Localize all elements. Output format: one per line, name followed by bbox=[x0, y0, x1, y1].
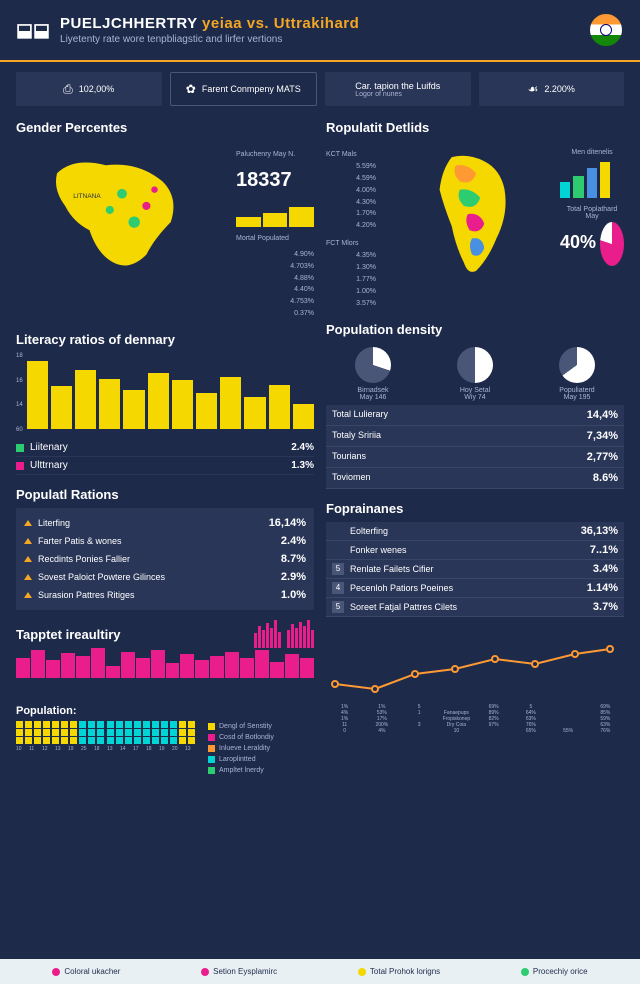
topcard: ✿Farent Conmpeny MATS bbox=[170, 72, 318, 106]
tap-bars bbox=[16, 648, 314, 678]
ratio-row: Literfing16,14% bbox=[24, 514, 306, 532]
big-number: 18337 bbox=[236, 163, 314, 197]
left-sidestats: Paluchenry May N. 18337 Mortal Populated… bbox=[236, 149, 314, 320]
literacy-barchart bbox=[27, 353, 314, 433]
bar bbox=[244, 397, 265, 429]
bar bbox=[99, 379, 120, 429]
rank-title: Foprainanes bbox=[326, 501, 624, 516]
bar bbox=[196, 393, 217, 429]
content: Gender Percentes LITNANA Paluchenry May … bbox=[0, 116, 640, 699]
bar bbox=[123, 390, 144, 430]
india-map bbox=[384, 149, 552, 279]
table-row: Total Lulierary14,4% bbox=[326, 405, 624, 426]
logo: ⬓⬓ bbox=[16, 20, 50, 41]
bar bbox=[27, 361, 48, 429]
right-col: Ropulatit Detlids KCT Mals 5.59%4.59%4.0… bbox=[326, 116, 624, 699]
ratios-title: Populatl Rations bbox=[16, 487, 314, 502]
subtitle: Liyetenty rate wore tenpbliagstic and li… bbox=[60, 34, 588, 45]
rank-row: 4Pecenloh Patiors Poeines1.14% bbox=[326, 579, 624, 598]
footer-item: Procechiy orice bbox=[521, 967, 588, 976]
footer-item: Coloral ukacher bbox=[52, 967, 120, 976]
bar bbox=[269, 385, 290, 430]
literacy-title: Literacy ratios of dennary bbox=[16, 332, 314, 347]
details-title: Ropulatit Detlids bbox=[326, 120, 624, 135]
svg-text:LITNANA: LITNANA bbox=[73, 193, 101, 200]
right-leftstats: KCT Mals 5.59%4.59%4.00%4.30%1.70%4.20% … bbox=[326, 149, 376, 310]
pie-icon bbox=[600, 222, 624, 266]
left-col: Gender Percentes LITNANA Paluchenry May … bbox=[16, 116, 314, 699]
ratio-row: Sovest Paloict Powtere Gilinces2.9% bbox=[24, 568, 306, 586]
rank-row: Fonker wenes7..1% bbox=[326, 541, 624, 560]
header: ⬓⬓ PUELJCHHERTRY yeiaa vs. Uttrakihard L… bbox=[0, 0, 640, 62]
bar bbox=[75, 370, 96, 429]
title-block: PUELJCHHERTRY yeiaa vs. Uttrakihard Liye… bbox=[60, 15, 588, 45]
bar bbox=[51, 386, 72, 429]
density-title: Population density bbox=[326, 322, 624, 337]
table-row: Tourians2,77% bbox=[326, 447, 624, 468]
gender-title: Gender Percentes bbox=[16, 120, 314, 135]
ratio-row: Recdints Ponies Fallier8.7% bbox=[24, 550, 306, 568]
table-row: Totaly Sririia7,34% bbox=[326, 426, 624, 447]
rank-row: Eolterfing36,13% bbox=[326, 522, 624, 541]
rank-row: 5Renlate Failets Cifier3.4% bbox=[326, 560, 624, 579]
rank-row: 5Soreet Fatjal Pattres Cilets3.7% bbox=[326, 598, 624, 617]
ratios-list: Literfing16,14%Farter Patis & wones2.4%R… bbox=[16, 508, 314, 610]
footer-item: Total Prohok lorigns bbox=[358, 967, 440, 976]
right-topright: Men ditenelis Total Poplathard May 40% bbox=[560, 149, 624, 310]
topcard: ☙2.200% bbox=[479, 72, 625, 106]
bar bbox=[293, 404, 314, 429]
bar bbox=[220, 377, 241, 429]
line-chart: 1%1%569%569%4%53%1Fanaepups89%64%85%1%17… bbox=[326, 629, 624, 699]
footer-item: Setion Eysplamirc bbox=[201, 967, 277, 976]
bar bbox=[172, 380, 193, 429]
density-pies: BirnadsekMay 146Hoy SetalWiy 74Populiate… bbox=[326, 343, 624, 405]
main-title: PUELJCHHERTRY yeiaa vs. Uttrakihard bbox=[60, 15, 588, 32]
india-flag-icon bbox=[588, 12, 624, 48]
ratio-row: Farter Patis & wones2.4% bbox=[24, 532, 306, 550]
pop-legend: Dengl of SenstityCosd of BotlondiyInluev… bbox=[208, 721, 274, 777]
bar bbox=[148, 373, 169, 429]
topcard: ⎙102,00% bbox=[16, 72, 162, 106]
topbar: ⎙102,00%✿Farent Conmpeny MATSCar. tapion… bbox=[0, 62, 640, 116]
footer: Coloral ukacher Setion Eysplamirc Total Pr… bbox=[0, 959, 640, 984]
topcard: Car. tapion the LuifdsLogor of nunes bbox=[325, 72, 471, 106]
tap-title: Tapptet ireaultiry bbox=[16, 627, 121, 642]
left-map: LITNANA bbox=[16, 149, 228, 279]
ratio-row: Surasion Pattres Ritiges1.0% bbox=[24, 586, 306, 604]
table-row: Toviomen8.6% bbox=[326, 468, 624, 489]
pop-grid bbox=[16, 721, 196, 744]
